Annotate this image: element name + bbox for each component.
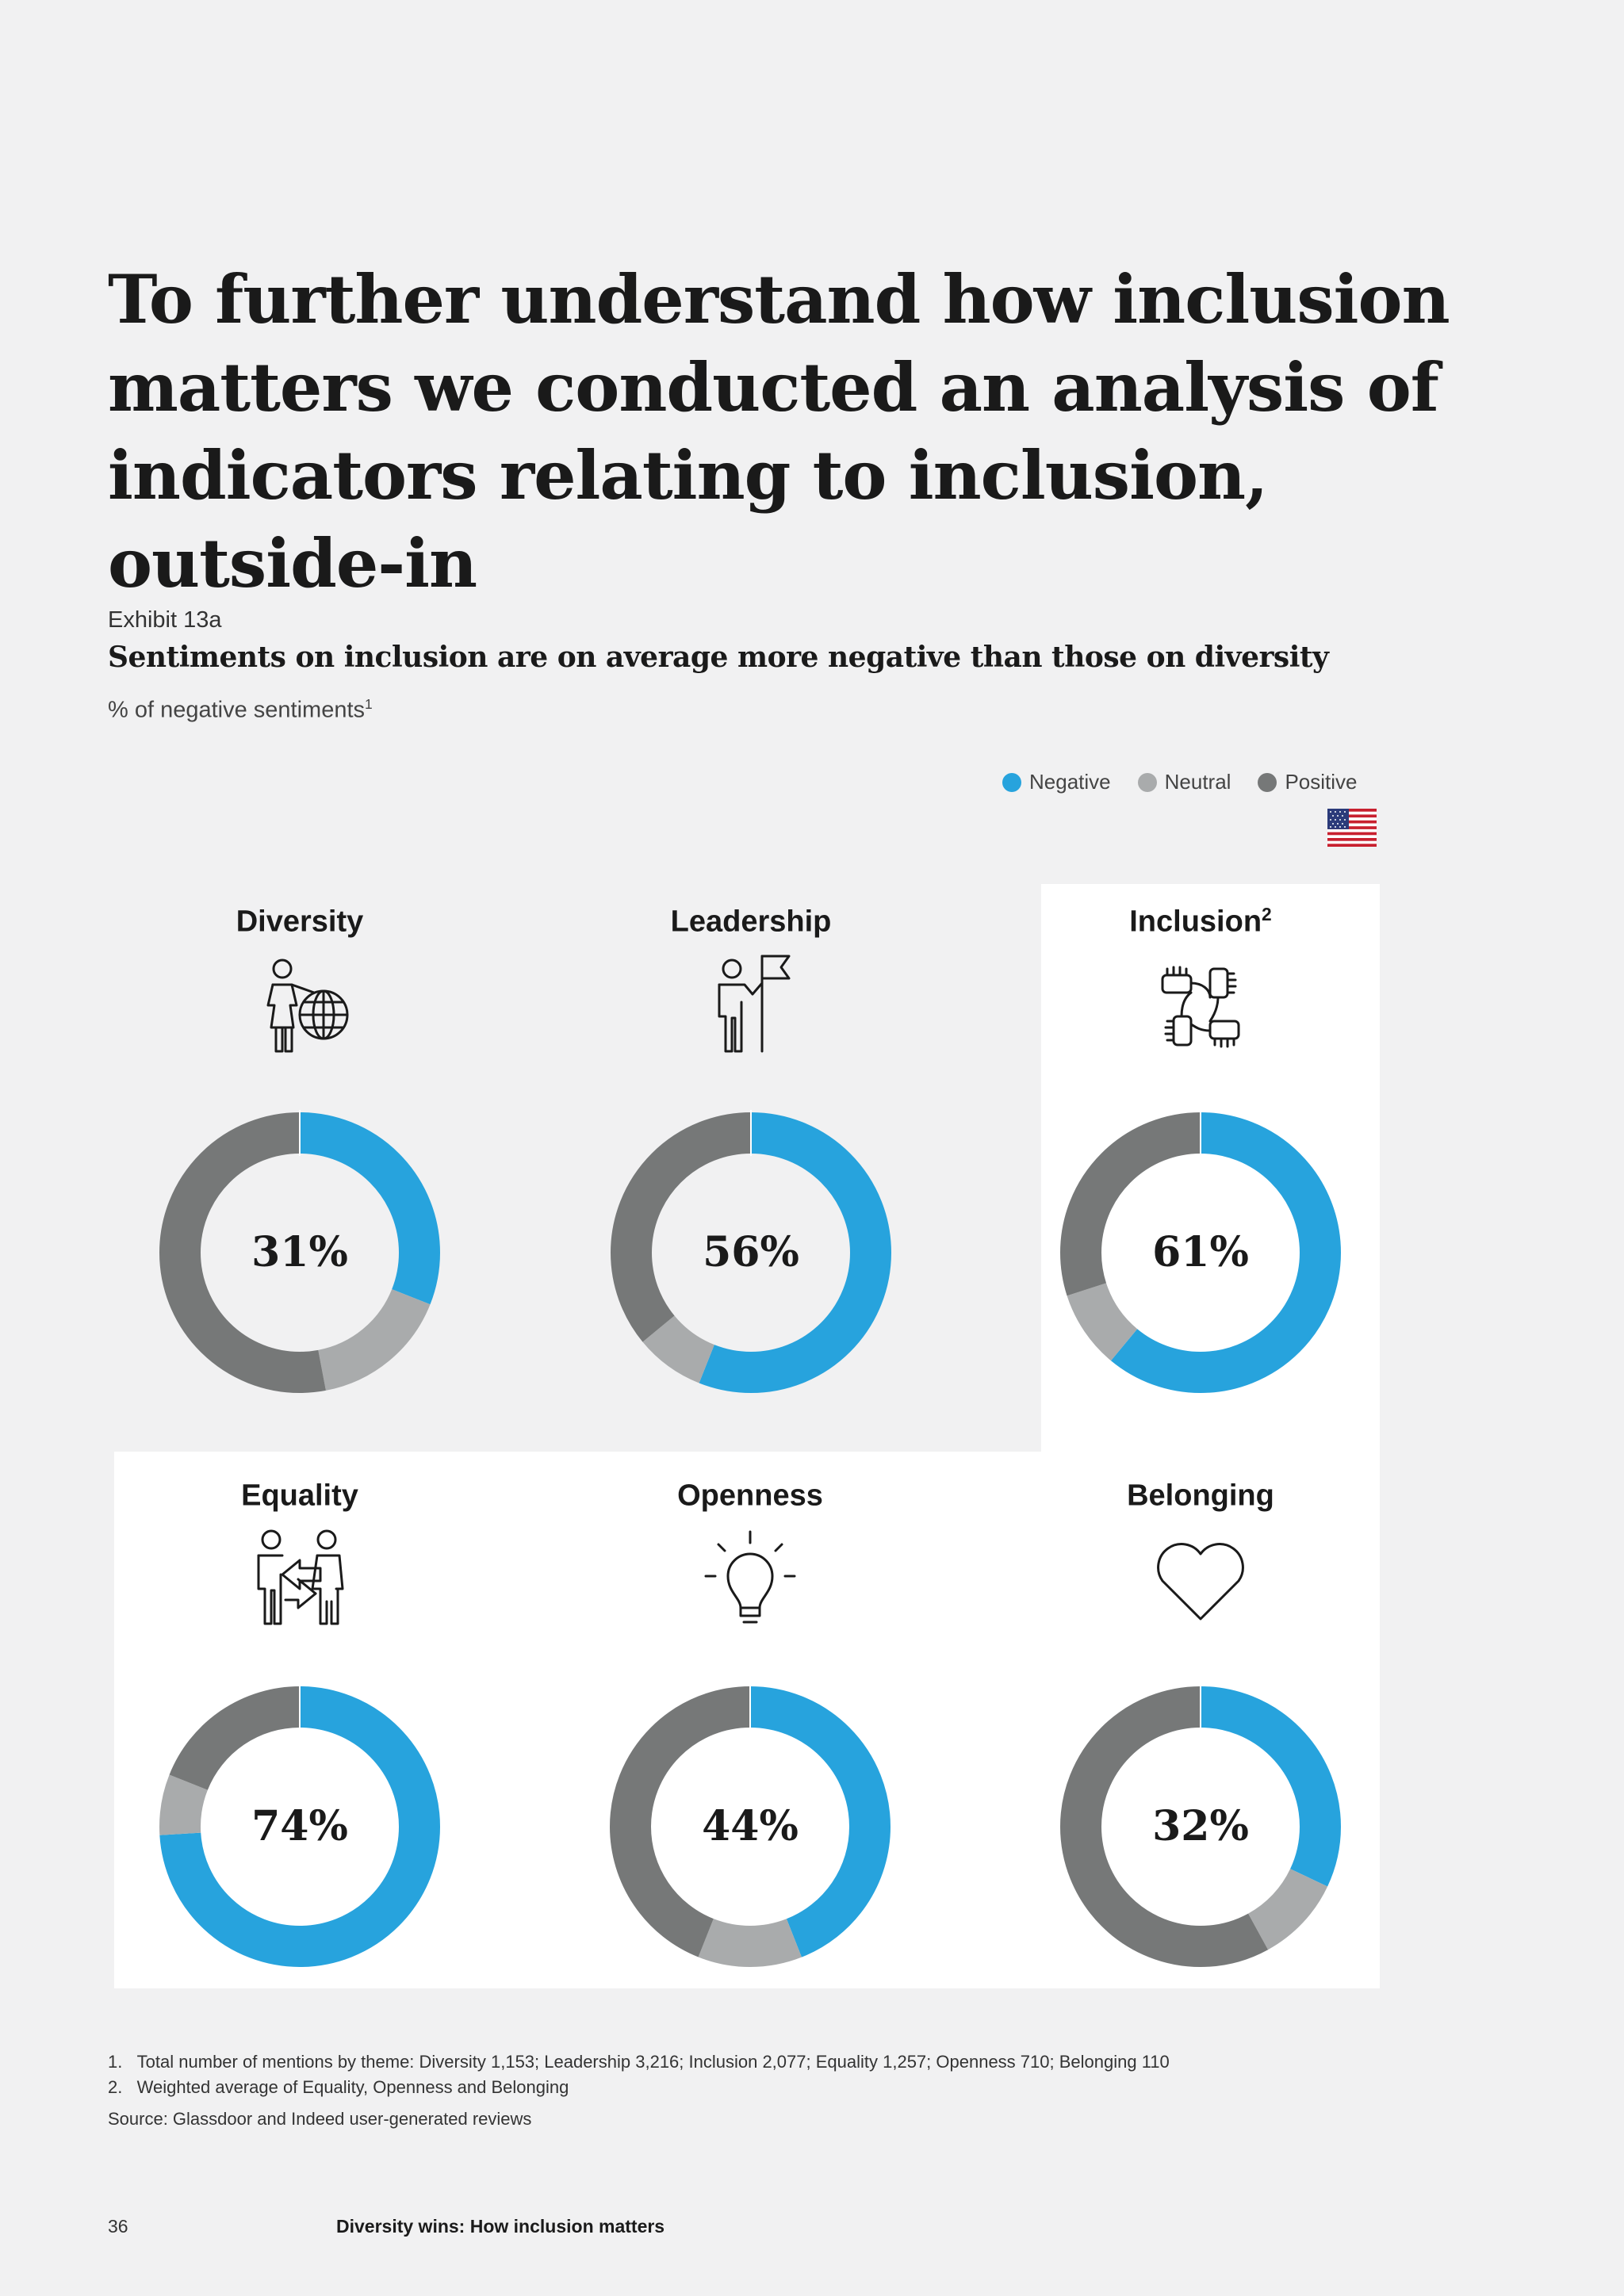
footnotes: 1. Total number of mentions by theme: Di… [108,2049,1535,2132]
page-heading: To further understand how inclusion matt… [108,255,1503,607]
legend-label-negative: Negative [1029,770,1111,794]
exhibit-subtitle-text: % of negative sentiments [108,697,366,723]
exhibit-subtitle: % of negative sentiments1 [108,696,373,724]
chart-title: Leadership [592,904,910,939]
chart-title: Inclusion2 [1042,904,1359,939]
chart-diversity: Diversity 31% [141,904,458,1411]
publication-title: Diversity wins: How inclusion matters [336,2216,665,2237]
legend-swatch-negative [1002,772,1021,792]
heading-line-2: matters we conducted an analysis of [108,348,1439,427]
person-flag-icon [718,955,791,1053]
donut-chart [159,1684,440,1967]
donut-value-label: 44% [702,1802,799,1850]
legend-label-positive: Positive [1285,770,1358,794]
donut-value-label: 31% [251,1228,348,1276]
exhibit-subtitle-footnote-ref: 1 [365,696,373,712]
chart-title-text: Equality [241,1479,358,1513]
source-note: Source: Glassdoor and Indeed user-genera… [108,2109,532,2129]
donut-chart [1060,1684,1341,1967]
donut-chart [611,1110,891,1393]
joined-hands-icon [1161,966,1240,1048]
footnote-2: 2. Weighted average of Equality, Opennes… [108,2077,569,2097]
chart-belonging: Belonging 32% [1042,1478,1359,1985]
people-exchange-icon [257,1529,344,1625]
chart-legend: Negative Neutral Positive [1002,770,1358,794]
chart-title-text: Inclusion [1129,905,1262,939]
donut-segment-neutral [159,1686,440,1967]
donut-value-label: 56% [703,1228,799,1276]
chart-title: Equality [141,1478,458,1513]
donut-chart [159,1110,440,1393]
heading-line-3: indicators relating to inclusion, outsid… [108,436,1268,603]
person-globe-icon [266,959,349,1053]
chart-title-footnote-ref: 2 [1262,904,1272,924]
legend-item-positive: Positive [1258,770,1358,794]
chart-inclusion: Inclusion2 61% [1042,904,1359,1411]
legend-swatch-positive [1258,772,1277,792]
legend-label-neutral: Neutral [1164,770,1231,794]
legend-item-neutral: Neutral [1137,770,1231,794]
donut-chart [610,1684,891,1967]
chart-title: Openness [592,1478,909,1513]
legend-swatch-neutral [1137,772,1157,792]
chart-leadership: Leadership 56% [592,904,910,1411]
heading-line-1: To further understand how inclusion [108,260,1450,339]
page-number: 36 [108,2216,128,2237]
donut-value-label: 32% [1152,1802,1249,1850]
exhibit-label: Exhibit 13a [108,607,222,633]
chart-equality: Equality 74% [141,1478,458,1985]
chart-title-text: Diversity [236,905,364,939]
chart-title-text: Openness [677,1479,823,1513]
exhibit-title: Sentiments on inclusion are on average m… [108,641,1329,674]
heart-icon [1157,1543,1244,1621]
donut-chart [1060,1110,1341,1393]
chart-title-text: Belonging [1127,1479,1274,1513]
chart-title: Diversity [141,904,458,939]
chart-openness: Openness 44% [592,1478,909,1985]
donut-value-label: 61% [1152,1228,1249,1276]
footnote-1: 1. Total number of mentions by theme: Di… [108,2052,1170,2072]
legend-item-negative: Negative [1002,770,1111,794]
chart-title-text: Leadership [670,905,832,939]
donut-segment-neutral [610,1686,891,1967]
us-flag-icon [1327,809,1377,847]
lightbulb-icon [704,1530,796,1624]
donut-value-label: 74% [251,1802,348,1850]
chart-title: Belonging [1042,1478,1359,1513]
